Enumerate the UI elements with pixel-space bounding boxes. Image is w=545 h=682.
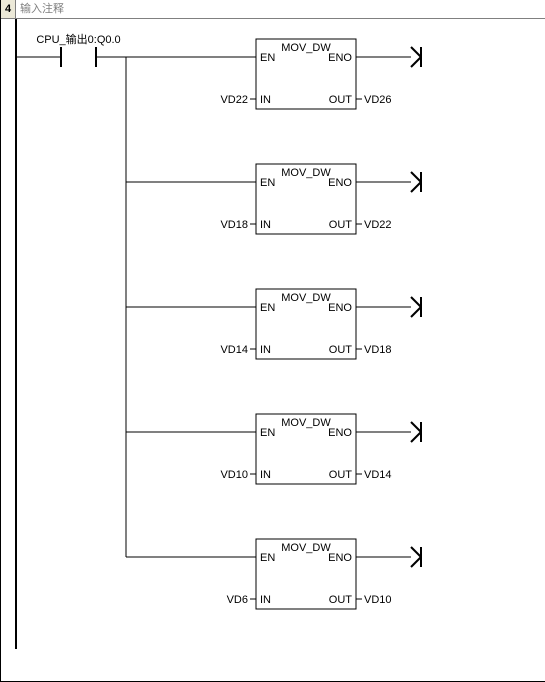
en-label: EN (260, 177, 275, 189)
block-title: MOV_DW (281, 292, 331, 304)
out-label: OUT (329, 344, 353, 356)
rung-number: 4 (1, 0, 16, 18)
in-label: IN (260, 219, 271, 231)
out-label: OUT (329, 469, 353, 481)
eno-label: ENO (328, 427, 352, 439)
in-value: VD22 (220, 94, 248, 106)
eno-label: ENO (328, 552, 352, 564)
in-value: VD14 (220, 344, 248, 356)
diagram-area: CPU_输出0:Q0.0 MOV_DW EN ENO IN OUT VD22 VD26 MOV_… (1, 19, 545, 679)
en-label: EN (260, 302, 275, 314)
en-label: EN (260, 52, 275, 64)
en-label: EN (260, 552, 275, 564)
in-label: IN (260, 344, 271, 356)
comment-field[interactable]: 输入注释 (16, 0, 545, 18)
out-label: OUT (329, 219, 353, 231)
in-value: VD6 (227, 594, 248, 606)
block-title: MOV_DW (281, 542, 331, 554)
block-title: MOV_DW (281, 167, 331, 179)
in-value: VD10 (220, 469, 248, 481)
ladder-svg: CPU_输出0:Q0.0 MOV_DW EN ENO IN OUT VD22 VD26 MOV_… (1, 19, 545, 679)
block-title: MOV_DW (281, 42, 331, 54)
out-value: VD10 (364, 594, 392, 606)
en-label: EN (260, 427, 275, 439)
block-title: MOV_DW (281, 417, 331, 429)
eno-label: ENO (328, 302, 352, 314)
in-label: IN (260, 94, 271, 106)
in-label: IN (260, 469, 271, 481)
eno-label: ENO (328, 52, 352, 64)
out-label: OUT (329, 594, 353, 606)
in-value: VD18 (220, 219, 248, 231)
ladder-editor: 4 输入注释 CPU_输出0:Q0.0 MOV_DW EN ENO IN OUT VD22 V… (0, 0, 545, 682)
eno-label: ENO (328, 177, 352, 189)
out-label: OUT (329, 94, 353, 106)
rung-header: 4 输入注释 (1, 0, 545, 19)
out-value: VD18 (364, 344, 392, 356)
in-label: IN (260, 594, 271, 606)
out-value: VD14 (364, 469, 392, 481)
out-value: VD26 (364, 94, 392, 106)
out-value: VD22 (364, 219, 392, 231)
contact-label: CPU_输出0:Q0.0 (36, 32, 120, 46)
